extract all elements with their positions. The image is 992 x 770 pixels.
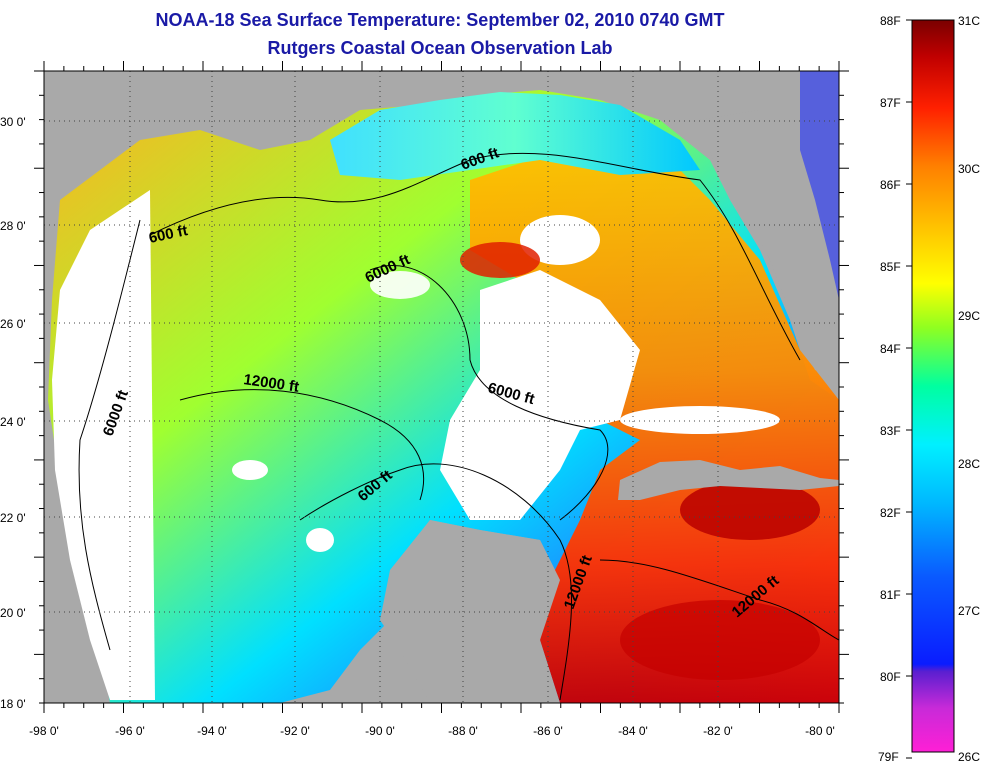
colorbar-f-label: 88F: [880, 14, 901, 28]
lon-label: -84 0': [618, 724, 648, 738]
lon-label: -98 0': [29, 724, 59, 738]
colorbar-f-label: 81F: [880, 588, 901, 602]
warm-eddy: [680, 480, 820, 540]
lat-label: 28 0': [0, 219, 26, 233]
warm-eddy: [620, 600, 820, 680]
colorbar-gradient: [911, 19, 955, 753]
cloud-patch: [306, 528, 334, 552]
colorbar-c-label: 31C: [958, 14, 980, 28]
lon-label: -94 0': [197, 724, 227, 738]
lon-label: -80 0': [805, 724, 835, 738]
atlantic-coastal-water: [800, 71, 839, 300]
colorbar-f-label: 83F: [880, 424, 901, 438]
lat-label: 26 0': [0, 317, 26, 331]
lon-label: -82 0': [703, 724, 733, 738]
map-subtitle: Rutgers Coastal Ocean Observation Lab: [267, 38, 613, 58]
map-grid: [44, 71, 839, 703]
contour-12000ft-east: [599, 559, 839, 641]
colorbar-c-label: 28C: [958, 457, 980, 471]
colorbar-f-label: 84F: [880, 342, 901, 356]
lon-label: -96 0': [115, 724, 145, 738]
contour-6000ft-west: [78, 219, 141, 651]
contour-600ft-campeche: [299, 463, 572, 701]
latitude-axis: 30 0' 28 0' 26 0' 24 0' 22 0' 20 0' 18 0…: [0, 115, 26, 711]
florida-peninsula: [700, 95, 839, 380]
map-title: NOAA-18 Sea Surface Temperature: Septemb…: [155, 10, 725, 30]
lat-label: 22 0': [0, 511, 26, 525]
cloud-patch: [232, 460, 268, 480]
cloud-mask-central: [440, 270, 640, 520]
axis-ticks: [34, 61, 849, 713]
lon-label: -90 0': [365, 724, 395, 738]
colorbar-f-label: 79F: [878, 750, 899, 764]
colorbar-c-label: 30C: [958, 162, 980, 176]
temperature-colorbar: 88F 87F 86F 85F 84F 83F 82F 81F 80F 79F …: [878, 14, 980, 764]
lon-label: -88 0': [448, 724, 478, 738]
colorbar-f-label: 82F: [880, 506, 901, 520]
contour-12000ft: [179, 389, 425, 501]
colorbar-f-label: 87F: [880, 96, 901, 110]
lat-label: 24 0': [0, 415, 26, 429]
lat-label: 18 0': [0, 697, 26, 711]
contour-6000ft-central: [369, 265, 609, 521]
colorbar-f-label: 85F: [880, 260, 901, 274]
colorbar-f-label: 86F: [880, 178, 901, 192]
lat-label: 20 0': [0, 606, 26, 620]
longitude-axis: -98 0' -96 0' -94 0' -92 0' -90 0' -88 0…: [29, 724, 835, 738]
cloud-mask-west: [52, 190, 155, 700]
colorbar-c-label: 27C: [958, 604, 980, 618]
lon-label: -86 0': [533, 724, 563, 738]
northern-shelf-water: [330, 92, 700, 180]
lat-label: 30 0': [0, 115, 26, 129]
colorbar-c-label: 29C: [958, 309, 980, 323]
cloud-patch: [620, 406, 780, 434]
cloud-patch: [370, 271, 430, 299]
warm-eddy: [460, 242, 540, 278]
cuba-island: [618, 460, 839, 500]
colorbar-c-label: 26C: [958, 750, 980, 764]
cloud-patch: [520, 215, 600, 265]
contour-600ft-north: [149, 152, 801, 361]
colorbar-f-label: 80F: [880, 670, 901, 684]
lon-label: -92 0': [280, 724, 310, 738]
